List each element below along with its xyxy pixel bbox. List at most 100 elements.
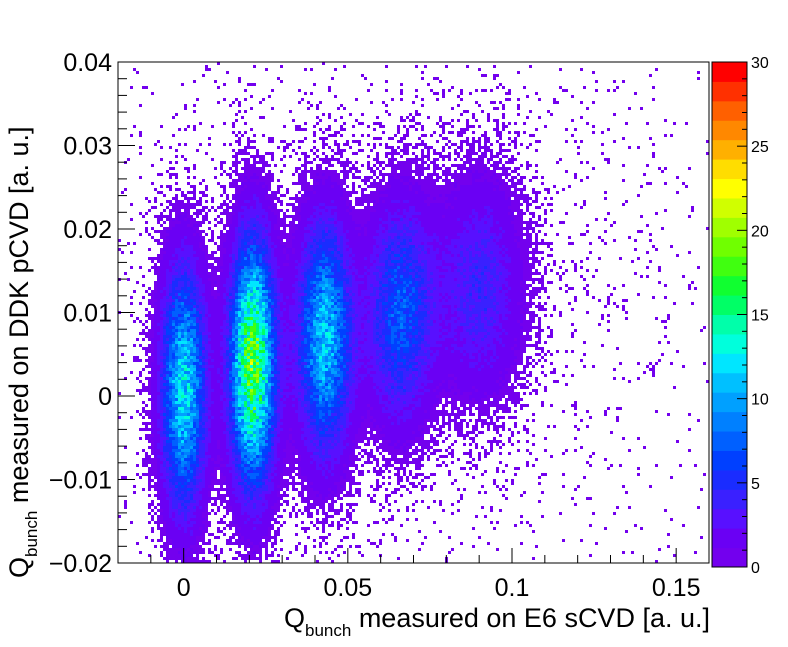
heatmap-cell bbox=[169, 323, 172, 326]
heatmap-cell bbox=[178, 263, 181, 266]
heatmap-cell bbox=[151, 182, 154, 185]
heatmap-cell bbox=[166, 497, 169, 500]
heatmap-cell bbox=[157, 239, 160, 242]
heatmap-cell bbox=[235, 383, 238, 386]
heatmap-cell bbox=[211, 503, 214, 506]
heatmap-cell bbox=[163, 515, 166, 518]
heatmap-cell bbox=[163, 287, 166, 290]
heatmap-cell bbox=[217, 356, 220, 359]
heatmap-cell bbox=[160, 500, 163, 503]
heatmap-cell bbox=[241, 257, 244, 260]
heatmap-cell bbox=[217, 296, 220, 299]
heatmap-cell bbox=[256, 500, 259, 503]
heatmap-cell bbox=[241, 281, 244, 284]
heatmap-cell bbox=[259, 305, 262, 308]
heatmap-cell bbox=[247, 233, 250, 236]
heatmap-cell bbox=[193, 383, 196, 386]
heatmap-cell bbox=[217, 311, 220, 314]
heatmap-cell bbox=[262, 401, 265, 404]
heatmap-cell bbox=[184, 422, 187, 425]
heatmap-cell bbox=[241, 503, 244, 506]
heatmap-cell bbox=[265, 374, 268, 377]
heatmap-cell bbox=[181, 437, 184, 440]
heatmap-cell bbox=[151, 416, 154, 419]
heatmap-cell bbox=[169, 212, 172, 215]
heatmap-cell bbox=[184, 545, 187, 548]
heatmap-cell bbox=[151, 485, 154, 488]
heatmap-cell bbox=[226, 302, 229, 305]
heatmap-cell bbox=[178, 395, 181, 398]
heatmap-cell bbox=[163, 239, 166, 242]
heatmap-cell bbox=[193, 404, 196, 407]
heatmap-cell bbox=[196, 557, 199, 560]
heatmap-cell bbox=[223, 410, 226, 413]
heatmap-cell bbox=[163, 476, 166, 479]
heatmap-cell bbox=[268, 269, 271, 272]
heatmap-cell bbox=[139, 302, 142, 305]
heatmap-cell bbox=[268, 431, 271, 434]
heatmap-cell bbox=[178, 407, 181, 410]
heatmap-cell bbox=[250, 518, 253, 521]
heatmap-cell bbox=[256, 479, 259, 482]
heatmap-cell bbox=[178, 503, 181, 506]
heatmap-cell bbox=[271, 137, 274, 140]
heatmap-cell bbox=[187, 221, 190, 224]
heatmap-cell bbox=[205, 335, 208, 338]
heatmap-cell bbox=[226, 464, 229, 467]
heatmap-cell bbox=[268, 305, 271, 308]
heatmap-cell bbox=[256, 317, 259, 320]
heatmap-cell bbox=[232, 266, 235, 269]
heatmap-cell bbox=[148, 455, 151, 458]
heatmap-cell bbox=[148, 200, 151, 203]
heatmap-cell bbox=[196, 497, 199, 500]
heatmap-cell bbox=[187, 425, 190, 428]
heatmap-cell bbox=[172, 545, 175, 548]
heatmap-cell bbox=[169, 413, 172, 416]
heatmap-cell bbox=[166, 263, 169, 266]
heatmap-cell bbox=[235, 401, 238, 404]
heatmap-cell bbox=[247, 491, 250, 494]
heatmap-cell bbox=[151, 452, 154, 455]
heatmap-cell bbox=[184, 227, 187, 230]
heatmap-cell bbox=[250, 443, 253, 446]
heatmap-cell bbox=[166, 407, 169, 410]
heatmap-cell bbox=[163, 488, 166, 491]
heatmap-cell bbox=[190, 455, 193, 458]
heatmap-cell bbox=[208, 491, 211, 494]
heatmap-cell bbox=[148, 437, 151, 440]
heatmap-cell bbox=[217, 371, 220, 374]
heatmap-cell bbox=[193, 266, 196, 269]
heatmap-cell bbox=[235, 341, 238, 344]
heatmap-cell bbox=[250, 257, 253, 260]
heatmap-cell bbox=[226, 365, 229, 368]
heatmap-cell bbox=[235, 134, 238, 137]
heatmap-cell bbox=[166, 317, 169, 320]
heatmap-cell bbox=[196, 494, 199, 497]
heatmap-cell bbox=[133, 491, 136, 494]
heatmap-cell bbox=[169, 260, 172, 263]
heatmap-cell bbox=[265, 548, 268, 551]
heatmap-cell bbox=[193, 206, 196, 209]
heatmap-cell bbox=[199, 266, 202, 269]
heatmap-cell bbox=[262, 446, 265, 449]
heatmap-cell bbox=[229, 542, 232, 545]
heatmap-cell bbox=[250, 314, 253, 317]
heatmap-cell bbox=[169, 269, 172, 272]
heatmap-cell bbox=[175, 272, 178, 275]
heatmap-cell bbox=[181, 338, 184, 341]
heatmap-cell bbox=[247, 437, 250, 440]
heatmap-cell bbox=[232, 230, 235, 233]
heatmap-cell bbox=[268, 347, 271, 350]
heatmap-cell bbox=[214, 419, 217, 422]
heatmap-cell bbox=[235, 518, 238, 521]
heatmap-cell bbox=[217, 353, 220, 356]
heatmap-cell bbox=[235, 206, 238, 209]
heatmap-cell bbox=[265, 452, 268, 455]
heatmap-cell bbox=[256, 356, 259, 359]
heatmap-cell bbox=[247, 257, 250, 260]
heatmap-cell bbox=[157, 275, 160, 278]
heatmap-cell bbox=[214, 299, 217, 302]
heatmap-cell bbox=[163, 458, 166, 461]
heatmap-cell bbox=[157, 323, 160, 326]
heatmap-cell bbox=[217, 521, 220, 524]
